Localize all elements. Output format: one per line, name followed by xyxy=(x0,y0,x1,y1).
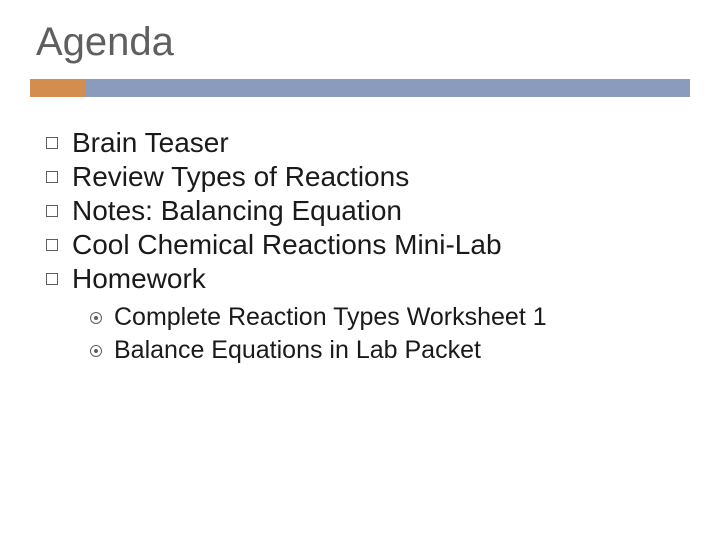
list-item: Notes: Balancing Equation xyxy=(46,195,690,227)
main-bar xyxy=(86,79,690,97)
slide-title: Agenda xyxy=(36,20,690,65)
sub-list-item: Complete Reaction Types Worksheet 1 xyxy=(90,303,690,332)
item-text: Notes: Balancing Equation xyxy=(72,195,402,227)
sub-item-text: Balance Equations in Lab Packet xyxy=(114,336,481,365)
circle-bullet-icon xyxy=(90,345,102,357)
main-list: Brain Teaser Review Types of Reactions N… xyxy=(46,127,690,295)
square-bullet-icon xyxy=(46,239,58,251)
list-item: Brain Teaser xyxy=(46,127,690,159)
square-bullet-icon xyxy=(46,171,58,183)
slide-container: Agenda Brain Teaser Review Types of Reac… xyxy=(0,0,720,540)
square-bullet-icon xyxy=(46,273,58,285)
item-text: Brain Teaser xyxy=(72,127,229,159)
accent-bar xyxy=(30,79,86,97)
sub-list-item: Balance Equations in Lab Packet xyxy=(90,336,690,365)
list-item: Homework xyxy=(46,263,690,295)
divider-bar xyxy=(30,79,690,97)
sub-item-text: Complete Reaction Types Worksheet 1 xyxy=(114,303,547,332)
item-text: Cool Chemical Reactions Mini-Lab xyxy=(72,229,502,261)
content-area: Brain Teaser Review Types of Reactions N… xyxy=(46,127,690,365)
list-item: Review Types of Reactions xyxy=(46,161,690,193)
square-bullet-icon xyxy=(46,205,58,217)
item-text: Homework xyxy=(72,263,206,295)
item-text: Review Types of Reactions xyxy=(72,161,409,193)
sub-list: Complete Reaction Types Worksheet 1 Bala… xyxy=(90,303,690,365)
square-bullet-icon xyxy=(46,137,58,149)
list-item: Cool Chemical Reactions Mini-Lab xyxy=(46,229,690,261)
circle-bullet-icon xyxy=(90,312,102,324)
